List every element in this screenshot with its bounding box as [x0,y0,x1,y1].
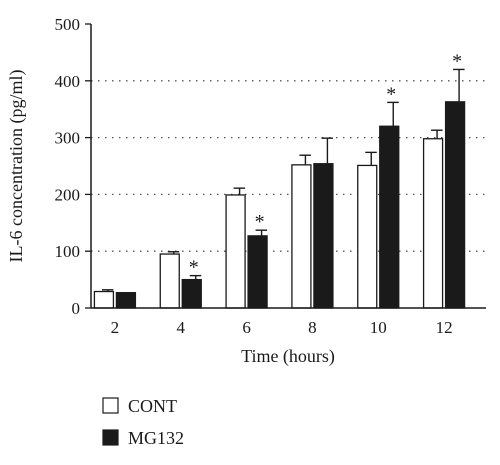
bar-mg132 [444,101,466,309]
x-tick-label: 4 [177,318,186,337]
bars: * * * * [93,50,466,309]
y-tick-label: 500 [55,15,81,34]
legend-label-cont: CONT [128,396,177,416]
bar-mg132 [115,292,137,309]
bar-cont [291,164,312,309]
y-ticks: 0 100 200 300 400 500 [55,15,91,318]
bar-mg132 [247,235,268,309]
y-tick-label: 400 [55,72,81,91]
legend: CONT MG132 [102,396,184,448]
x-tick-label: 10 [370,318,387,337]
bar-mg132 [181,278,202,309]
legend-swatch-mg132 [102,429,119,446]
y-tick-label: 100 [55,242,81,261]
bar-mg132 [379,125,400,309]
legend-swatch-cont [102,397,119,414]
x-axis-title: Time (hours) [241,346,335,367]
x-ticks: 2 4 6 8 10 12 [111,318,453,337]
x-tick-label: 6 [242,318,251,337]
legend-label-mg132: MG132 [128,428,184,448]
y-tick-label: 200 [55,185,81,204]
axes [90,24,486,309]
y-axis-title: IL-6 concentration (pg/ml) [6,70,27,263]
x-tick-label: 12 [436,318,453,337]
x-tick-label: 8 [308,318,317,337]
bar-cont [93,290,115,309]
y-tick-label: 300 [55,129,81,148]
x-tick-label: 2 [111,318,120,337]
bar-cont [159,253,180,309]
bar-cont [225,194,246,309]
bar-cont [422,138,444,309]
significance-mark: * [255,211,265,233]
gridlines [91,80,486,252]
significance-mark: * [386,83,396,105]
y-tick-label: 0 [72,299,81,318]
bar-cont [357,164,378,309]
bar-mg132 [313,163,334,309]
significance-mark: * [189,257,199,279]
significance-mark: * [452,50,462,72]
